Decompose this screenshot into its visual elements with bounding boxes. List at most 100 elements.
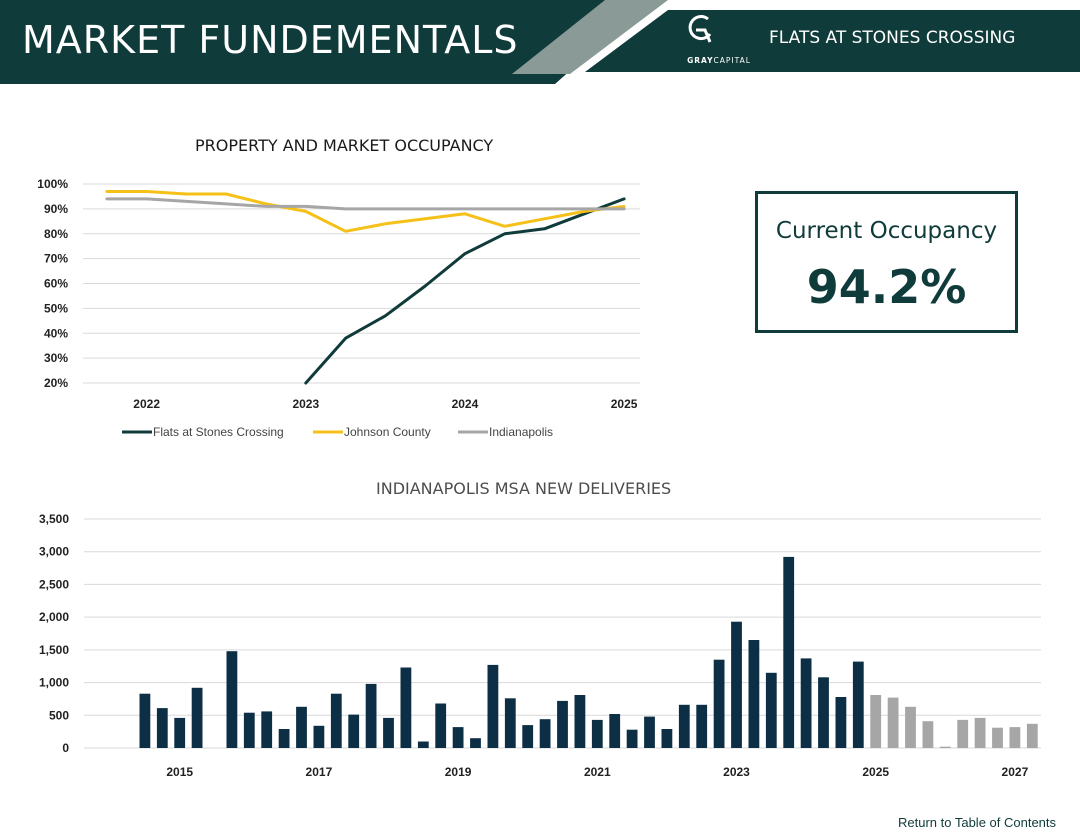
del-bar-28	[574, 695, 586, 748]
del-bar-15	[348, 714, 360, 748]
header-accent-stripe	[512, 0, 668, 74]
del-bar-48	[922, 721, 934, 748]
del-bar-23	[487, 664, 499, 748]
del-bar-12	[296, 706, 307, 748]
del-bar-4	[156, 708, 168, 748]
del-bar-24	[504, 698, 516, 748]
del-x-tick-label: 2021	[584, 765, 611, 779]
deliveries-chart-title: INDIANAPOLIS MSA NEW DELIVERIES	[376, 479, 672, 498]
header-background	[0, 0, 1080, 84]
current-occupancy-card: Current Occupancy 94.2%	[755, 191, 1018, 333]
del-bar-31	[626, 729, 638, 748]
deliveries-bar-chart: 3,500 3,000 2,500 2,000 1,500 1,000 500 0 2015 20…	[39, 512, 1041, 779]
occ-y-tick-label: 50%	[44, 301, 68, 315]
del-bar-46	[887, 697, 899, 748]
del-bar-30	[609, 714, 621, 748]
occ-y-tick-label: 40%	[44, 326, 68, 340]
occ-x-tick-label: 2025	[611, 397, 638, 411]
del-bar-33	[661, 729, 673, 748]
del-bar-51	[974, 717, 986, 748]
occ-x-tick-label: 2022	[133, 397, 160, 411]
del-bar-52	[992, 727, 1003, 748]
del-bar-49	[939, 746, 951, 748]
del-bar-32	[644, 716, 655, 748]
del-bar-6	[191, 687, 203, 748]
del-bar-35	[696, 704, 708, 748]
del-bar-43	[835, 697, 847, 748]
occupancy-chart-title: PROPERTY AND MARKET OCCUPANCY	[195, 136, 494, 155]
page-title: MARKET FUNDEMENTALS	[22, 18, 519, 62]
del-bar-9	[243, 712, 255, 748]
logo-wordmark: GRAYCAPITAL	[687, 56, 751, 65]
occ-x-tick-label: 2024	[452, 397, 479, 411]
del-bar-25	[522, 725, 534, 748]
occ-y-tick-label: 90%	[44, 202, 68, 216]
del-bar-17	[383, 717, 394, 748]
del-bar-54	[1026, 723, 1038, 748]
legend-label-2: Indianapolis	[489, 425, 553, 439]
occupancy-line-chart: 100% 90% 80% 70% 60% 50% 40% 30% 20% 2022 2023 2024…	[37, 177, 640, 439]
del-bar-26	[539, 719, 551, 748]
del-bar-40	[783, 556, 795, 748]
header-left-panel	[0, 0, 650, 84]
del-y-tick-label: 2,500	[39, 577, 69, 591]
del-bar-37	[731, 621, 742, 748]
del-bar-36	[713, 659, 725, 748]
del-bar-10	[261, 711, 273, 748]
company-logo[interactable]: GRAYCAPITAL	[686, 14, 752, 70]
del-x-tick-label: 2025	[862, 765, 889, 779]
del-bar-20	[435, 703, 447, 748]
header-banner: MARKET FUNDEMENTALS GRAYCAPITAL FLATS AT…	[0, 0, 1080, 84]
del-bar-14	[330, 693, 342, 748]
del-x-tick-label: 2015	[166, 765, 193, 779]
del-bar-42	[818, 677, 829, 748]
del-bar-39	[765, 672, 777, 748]
del-bar-34	[678, 704, 690, 748]
del-bar-41	[800, 658, 812, 748]
occ-y-tick-label: 100%	[37, 177, 68, 191]
legend-label-0: Flats at Stones Crossing	[153, 425, 284, 439]
del-bar-44	[852, 661, 864, 748]
del-bar-5	[174, 717, 186, 748]
occ-y-tick-label: 80%	[44, 227, 68, 241]
del-x-tick-label: 2017	[306, 765, 333, 779]
del-bar-50	[957, 719, 969, 748]
del-y-tick-label: 0	[62, 741, 69, 755]
occ-y-tick-label: 60%	[44, 277, 68, 291]
del-bar-53	[1009, 727, 1021, 748]
del-bar-11	[278, 729, 290, 748]
del-y-tick-label: 1,500	[39, 643, 69, 657]
del-bar-18	[400, 667, 412, 748]
del-bar-16	[365, 683, 377, 748]
del-x-tick-label: 2023	[723, 765, 750, 779]
current-occupancy-label: Current Occupancy	[775, 218, 998, 244]
del-bar-8	[226, 651, 238, 748]
del-y-tick-label: 2,000	[39, 610, 69, 624]
current-occupancy-value: 94.2%	[806, 260, 967, 314]
del-bar-21	[452, 727, 464, 748]
del-bar-27	[557, 700, 568, 748]
legend-label-1: Johnson County	[344, 425, 431, 439]
occ-y-tick-label: 70%	[44, 252, 68, 266]
del-x-tick-label: 2019	[445, 765, 472, 779]
occ-x-tick-label: 2023	[292, 397, 319, 411]
occ-y-tick-label: 20%	[44, 376, 68, 390]
occ-series-line-1	[105, 190, 626, 233]
del-bar-13	[313, 725, 325, 748]
del-bar-38	[748, 640, 760, 748]
del-y-tick-label: 1,000	[39, 676, 69, 690]
del-x-tick-label: 2027	[1002, 765, 1029, 779]
del-bar-19	[417, 741, 429, 748]
del-y-tick-label: 3,500	[39, 512, 69, 526]
del-bar-3	[139, 693, 151, 748]
return-to-toc-link[interactable]: Return to Table of Contents	[898, 815, 1057, 830]
del-bar-22	[470, 738, 481, 748]
occ-series-line-2	[105, 197, 626, 211]
del-y-tick-label: 3,000	[39, 545, 69, 559]
gray-capital-logo-icon	[688, 15, 712, 43]
header-right-panel	[585, 10, 1080, 72]
del-bar-29	[591, 719, 603, 748]
del-bar-47	[905, 706, 916, 748]
del-bar-45	[870, 695, 882, 748]
occ-y-tick-label: 30%	[44, 351, 68, 365]
